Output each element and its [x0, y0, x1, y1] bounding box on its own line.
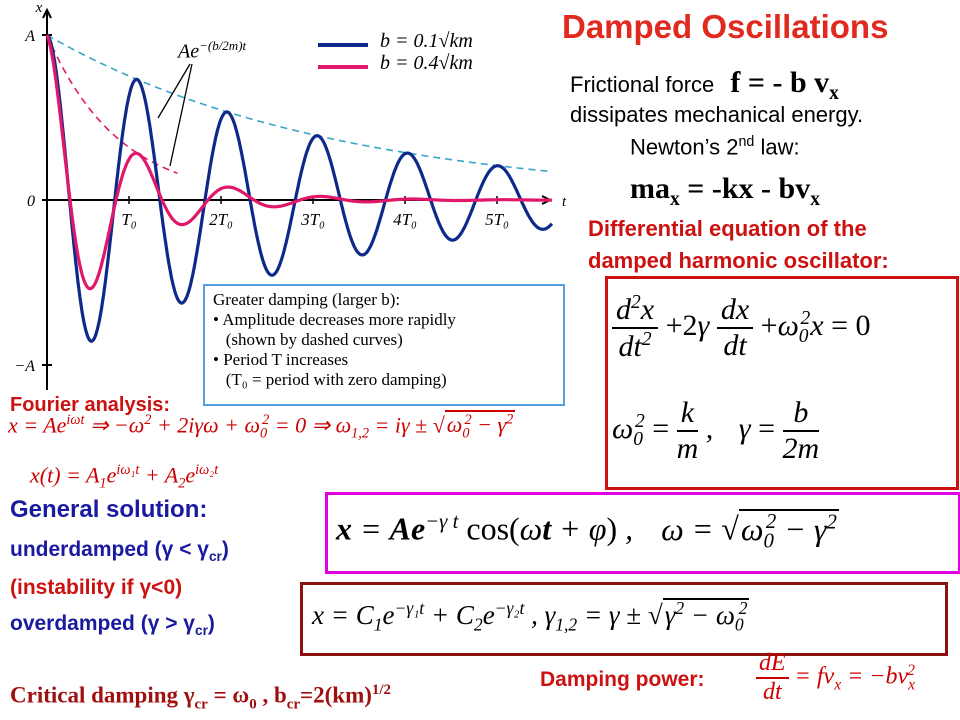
x-axis-label: t: [562, 194, 567, 210]
diff-eq: d2x dt2 +2γ dx dt +ω02x = 0: [612, 292, 871, 364]
envelope-label: Ae−(b/2m)t: [178, 38, 247, 63]
frictional-force-line: Frictional force f = - b vx: [570, 66, 839, 104]
chart-envelopes: [46, 34, 552, 174]
ma-equation: max = -kx - bvx: [630, 172, 820, 210]
legend-line-b01: [318, 43, 368, 47]
underdamped-solution-box: [325, 492, 960, 574]
y-tick-label: A: [24, 28, 35, 45]
newton-line: Newton’s 2nd law:: [630, 134, 800, 160]
info-line-5: (T₀ = period with zero damping): [213, 370, 447, 389]
y-tick-label: −A: [14, 358, 35, 375]
fourier-label: Fourier analysis:: [10, 394, 171, 416]
general-solution-label: General solution:: [10, 496, 208, 523]
chart-labels: A 0 −A x t T₀ 2T₀ 3T₀ 4T₀ 5T₀: [14, 0, 567, 375]
y-tick-label: 0: [27, 193, 35, 210]
x-tick-label: T₀: [121, 210, 136, 229]
info-line-3: (shown by dashed curves): [213, 330, 403, 349]
x-tick-label: 2T₀: [209, 210, 233, 229]
info-box: Greater damping (larger b): • Amplitude …: [203, 284, 565, 406]
damping-power-eq: dE dt = fvx = −bvx2: [756, 650, 915, 706]
x-tick-label: 3T₀: [300, 210, 325, 229]
legend-label-b01: b = 0.1√km: [380, 30, 473, 52]
overdamped-solution: x = C1e−γ₁t + C2e−γ₂t , γ1,2 = γ ± √γ2 −…: [312, 598, 750, 635]
diff-eq-box: [605, 276, 959, 490]
y-axis-arrow: [42, 7, 52, 19]
legend-label-b04: b = 0.4√km: [380, 52, 473, 74]
dissipates-line: dissipates mechanical energy.: [570, 102, 864, 127]
damping-power-label: Damping power:: [540, 668, 705, 691]
instability-label: (instability if γ<0): [10, 576, 183, 599]
info-line-4: • Period T increases: [213, 350, 349, 369]
chart-series: [45, 33, 554, 343]
x-tick-label: 4T₀: [393, 210, 417, 229]
frictional-force-label: Frictional force: [570, 72, 715, 97]
overdamped-label: overdamped (γ > γcr): [10, 612, 215, 639]
frictional-force-formula: f = - b v: [730, 66, 830, 99]
envelope-b01: [46, 34, 552, 173]
critical-damping: Critical damping γcr = ω0 , bcr=2(km)1/2: [10, 682, 391, 713]
series-line-b04: [45, 34, 552, 291]
page-title: Damped Oscillations: [562, 8, 889, 45]
x-tick-label: 5T₀: [485, 210, 509, 229]
damped-oscillation-chart: A 0 −A x t T₀ 2T₀ 3T₀ 4T₀ 5T₀: [14, 0, 567, 390]
fourier-sum: x(t) = A1eiω₁t + A2eiω₂t: [30, 462, 219, 492]
underdamped-solution: x = Ae−γ t cos(ωt + φ) , ω = √ω02 − γ2: [336, 508, 839, 553]
fourier-eq: x = Aeiωt ⇒ −ω2 + 2iγω + ω02 = 0 ⇒ ω1,2 …: [8, 410, 516, 442]
envelope-pointer-1: [157, 63, 191, 119]
diff-eq-heading-2: damped harmonic oscillator:: [588, 248, 889, 273]
info-line-1: Greater damping (larger b):: [213, 290, 401, 309]
overdamped-solution-box: [300, 582, 948, 656]
y-axis-label: x: [35, 0, 43, 16]
series-line-b01: [45, 33, 554, 343]
envelope-pointer-2: [169, 63, 193, 167]
info-line-2: • Amplitude decreases more rapidly: [213, 310, 456, 329]
underdamped-label: underdamped (γ < γcr): [10, 538, 229, 565]
diff-eq-heading-1: Differential equation of the: [588, 216, 867, 241]
legend-line-b04: [318, 65, 368, 69]
